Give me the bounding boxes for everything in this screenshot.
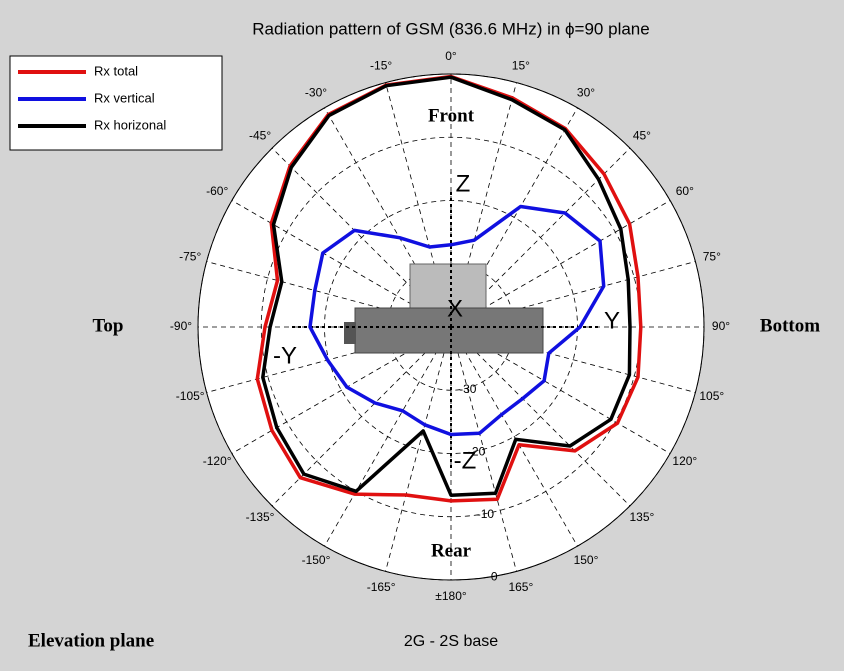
- theta-tick-label: -45°: [249, 128, 271, 142]
- angular-grid-line: [450, 82, 517, 328]
- radial-grid-circle: [197, 73, 705, 581]
- angular-grid-line: [450, 200, 671, 328]
- annotation: -Y: [273, 342, 297, 369]
- r-tick-label: 0: [491, 570, 498, 584]
- theta-tick-label: 60°: [676, 184, 694, 198]
- theta-tick-label: 105°: [699, 389, 724, 403]
- annotation: -Z: [454, 447, 477, 474]
- theta-tick-label: 30°: [577, 85, 595, 99]
- legend-label: Rx horizonal: [94, 117, 166, 132]
- r-tick-label: -30: [459, 382, 477, 396]
- theta-tick-label: -165°: [367, 580, 396, 594]
- theta-tick-label: ±180°: [435, 589, 467, 603]
- theta-tick-label: 15°: [512, 58, 530, 72]
- theta-tick-label: 75°: [703, 249, 721, 263]
- series-group: [255, 74, 643, 503]
- angular-grid-line: [231, 326, 452, 454]
- theta-tick-label: -150°: [302, 553, 331, 567]
- legend-label: Rx vertical: [94, 90, 155, 105]
- angular-grid-line: [450, 326, 578, 547]
- theta-tick-label: 45°: [633, 128, 651, 142]
- angular-grid-line: [450, 261, 696, 328]
- phone-body: [354, 307, 544, 354]
- angular-grid-line: [206, 261, 452, 328]
- theta-tick-label: 120°: [672, 454, 697, 468]
- angular-grid-line: [450, 326, 696, 393]
- legend-label: Rx total: [94, 63, 138, 78]
- theta-tick-label: -75°: [179, 249, 201, 263]
- phone-top: [409, 263, 487, 311]
- theta-tick-label: -105°: [176, 389, 205, 403]
- theta-tick-label: 0°: [445, 49, 457, 63]
- annotation: X: [447, 295, 463, 322]
- theta-tick-label: 165°: [508, 580, 533, 594]
- theta-tick-label: -60°: [206, 184, 228, 198]
- annotation: Bottom: [760, 315, 820, 336]
- theta-tick-label: 90°: [712, 319, 730, 333]
- angular-grid-line: [450, 107, 578, 328]
- annotation: Front: [428, 105, 475, 126]
- theta-tick-label: -15°: [370, 58, 392, 72]
- legend: Rx total Rx vertical Rx horizonal: [9, 55, 223, 151]
- series-line: [255, 74, 643, 503]
- theta-tick-label: 135°: [630, 510, 655, 524]
- annotation: Elevation plane: [28, 630, 154, 651]
- phone-connector: [344, 322, 356, 344]
- r-tick-label: -20: [468, 444, 486, 458]
- chart-title: Radiation pattern of GSM (836.6 MHz) in …: [252, 19, 649, 38]
- theta-tick-label: -120°: [203, 454, 232, 468]
- annotation: Y: [604, 307, 620, 334]
- annotation: Top: [93, 315, 124, 336]
- theta-tick-label: 150°: [574, 553, 599, 567]
- theta-tick-label: -90°: [170, 319, 192, 333]
- phone-drawing: [290, 190, 600, 470]
- series-line: [261, 75, 632, 497]
- annotation: Z: [456, 170, 471, 197]
- angular-grid-line: [324, 107, 452, 328]
- theta-tick-label: -30°: [305, 85, 327, 99]
- angular-grid-line: [385, 326, 452, 572]
- r-tick-label: -10: [477, 507, 495, 521]
- annotation: 2G - 2S base: [404, 633, 498, 650]
- annotation: Rear: [431, 540, 472, 561]
- series-line: [308, 204, 606, 437]
- theta-tick-label: -135°: [246, 510, 275, 524]
